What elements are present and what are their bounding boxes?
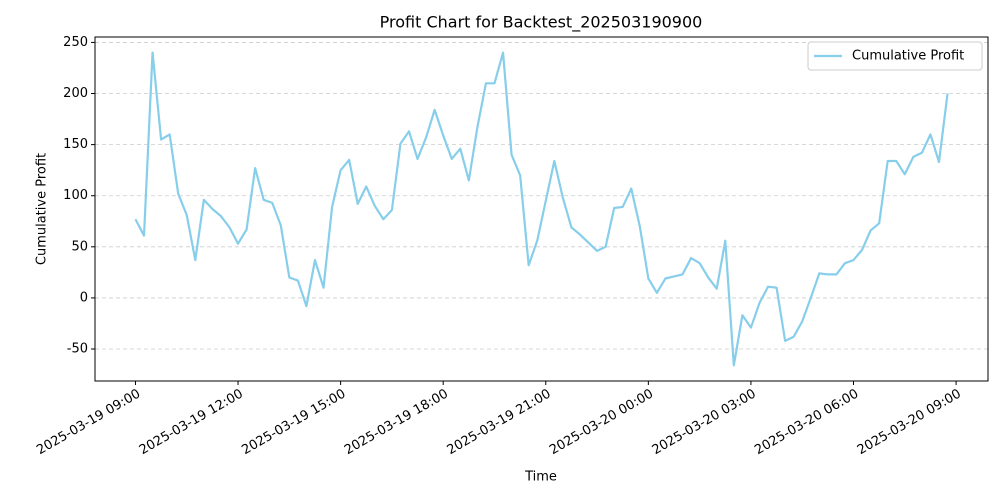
plot-frame bbox=[94, 36, 989, 382]
y-axis-label: Cumulative Profit bbox=[35, 153, 50, 265]
legend-box bbox=[807, 41, 983, 71]
x-tick-label: 2025-03-19 12:00 bbox=[137, 387, 246, 459]
profit-line bbox=[134, 51, 949, 367]
y-tick-label: 50 bbox=[71, 239, 88, 254]
y-tick-label: 150 bbox=[63, 137, 88, 152]
x-tick-label: 2025-03-20 06:00 bbox=[752, 387, 861, 459]
y-tick-label: 200 bbox=[63, 86, 88, 101]
x-tick-label: 2025-03-19 18:00 bbox=[342, 387, 451, 459]
chart-title: Profit Chart for Backtest_202503190900 bbox=[380, 13, 703, 33]
x-tick-label: 2025-03-19 15:00 bbox=[239, 387, 348, 459]
y-tick-label: 250 bbox=[63, 35, 88, 50]
y-tick-label: -50 bbox=[67, 342, 88, 357]
x-tick-label: 2025-03-20 00:00 bbox=[547, 387, 656, 459]
y-tick-label: 0 bbox=[80, 290, 88, 305]
x-tick-label: 2025-03-20 09:00 bbox=[855, 387, 964, 459]
y-tick-label: 100 bbox=[63, 188, 88, 203]
x-axis-label: Time bbox=[524, 470, 557, 485]
x-tick-label: 2025-03-20 03:00 bbox=[650, 387, 759, 459]
x-tick-label: 2025-03-19 21:00 bbox=[445, 387, 554, 459]
x-tick-label: 2025-03-19 09:00 bbox=[34, 387, 143, 459]
legend-label: Cumulative Profit bbox=[852, 49, 964, 64]
